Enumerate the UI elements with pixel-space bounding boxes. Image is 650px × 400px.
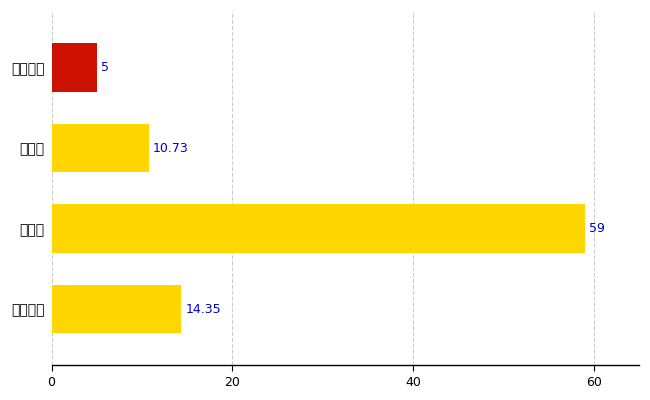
Text: 10.73: 10.73 <box>153 142 188 154</box>
Bar <box>51 204 584 253</box>
Bar <box>51 43 97 92</box>
Text: 14.35: 14.35 <box>186 302 222 316</box>
Text: 59: 59 <box>589 222 605 235</box>
Text: 5: 5 <box>101 61 109 74</box>
Bar <box>51 285 181 333</box>
Bar <box>51 124 148 172</box>
